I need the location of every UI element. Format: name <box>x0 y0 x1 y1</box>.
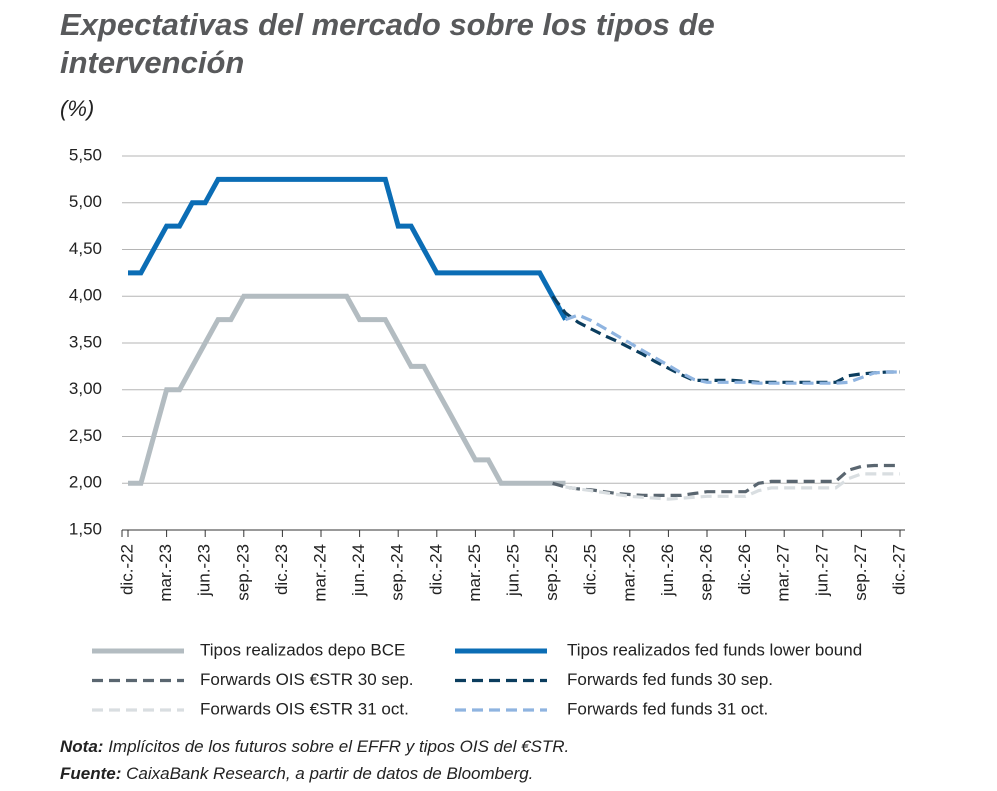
x-tick-label: dic.-26 <box>735 544 754 595</box>
line-series <box>128 176 568 321</box>
legend-label: Forwards OIS €STR 30 sep. <box>200 670 414 689</box>
x-tick-label: dic.-22 <box>117 544 136 595</box>
legend-label: Tipos realizados depo BCE <box>200 640 405 659</box>
line-series <box>128 293 566 486</box>
line-series <box>551 295 900 384</box>
source: Fuente: CaixaBank Research, a partir de … <box>60 764 533 784</box>
legend-label: Forwards OIS €STR 31 oct. <box>200 699 409 718</box>
x-tick-label: jun.-25 <box>503 544 522 597</box>
y-tick-label: 5,00 <box>69 192 102 211</box>
x-tick-label: jun.-23 <box>195 544 214 597</box>
y-tick-label: 3,00 <box>69 379 102 398</box>
x-tick-label: jun.-26 <box>658 544 677 597</box>
note-label: Nota: <box>60 737 104 756</box>
note-text: Implícitos de los futuros sobre el EFFR … <box>108 737 570 756</box>
legend-label: Forwards fed funds 30 sep. <box>567 670 773 689</box>
x-tick-label: mar.-27 <box>774 544 793 602</box>
x-tick-label: sep.-26 <box>696 544 715 601</box>
note: Nota: Implícitos de los futuros sobre el… <box>60 737 569 757</box>
x-tick-label: sep.-24 <box>388 544 407 601</box>
legend-label: Tipos realizados fed funds lower bound <box>567 640 862 659</box>
line-series <box>552 463 900 497</box>
y-tick-label: 1,50 <box>69 519 102 538</box>
x-tick-label: dic.-27 <box>889 544 908 595</box>
x-tick-label: mar.-23 <box>156 544 175 602</box>
x-tick-label: jun.-27 <box>812 544 831 597</box>
x-tick-label: dic.-25 <box>581 544 600 595</box>
line-series <box>565 472 900 501</box>
x-tick-label: mar.-26 <box>619 544 638 602</box>
x-tick-label: sep.-27 <box>851 544 870 601</box>
y-tick-label: 4,00 <box>69 286 102 305</box>
line-series <box>564 313 900 385</box>
source-text: CaixaBank Research, a partir de datos de… <box>126 764 534 783</box>
y-axis-label: (%) <box>60 96 95 121</box>
x-tick-label: sep.-25 <box>542 544 561 601</box>
y-tick-label: 4,50 <box>69 239 102 258</box>
x-tick-label: dic.-24 <box>426 544 445 595</box>
y-tick-label: 2,00 <box>69 473 102 492</box>
source-label: Fuente: <box>60 764 122 783</box>
x-tick-label: jun.-24 <box>349 544 368 597</box>
y-tick-label: 5,50 <box>69 145 102 164</box>
x-tick-label: dic.-23 <box>272 544 291 595</box>
y-tick-label: 2,50 <box>69 426 102 445</box>
y-tick-label: 3,50 <box>69 332 102 351</box>
x-tick-label: mar.-25 <box>465 544 484 602</box>
legend-label: Forwards fed funds 31 oct. <box>567 699 768 718</box>
x-tick-label: sep.-23 <box>233 544 252 601</box>
x-tick-label: mar.-24 <box>310 544 329 602</box>
chart-title: Expectativas del mercado sobre los tipos… <box>60 7 715 80</box>
